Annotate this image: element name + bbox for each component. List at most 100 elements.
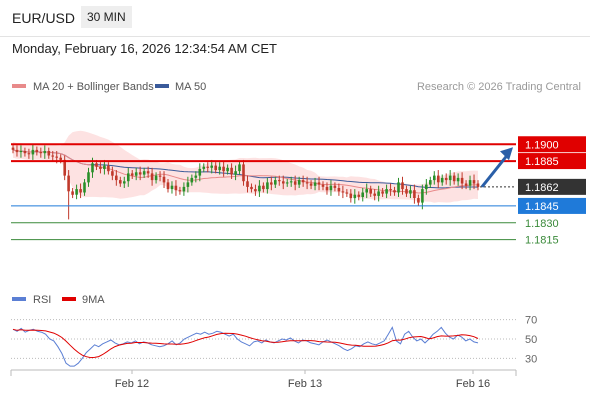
candle-body	[27, 153, 31, 155]
resistance-tag-label: 1.1885	[525, 156, 559, 168]
candle-body	[226, 167, 229, 172]
candle-body	[83, 182, 86, 193]
candle-body	[321, 184, 325, 187]
candle-body	[448, 175, 452, 181]
candle-body	[31, 149, 35, 155]
candle-body	[234, 171, 237, 175]
candle-body	[170, 185, 174, 190]
candle-body	[107, 165, 110, 172]
candle-body	[409, 190, 412, 194]
candle-body	[67, 175, 70, 192]
candle-body	[468, 180, 472, 186]
candle-body	[19, 151, 23, 153]
candle-body	[154, 175, 158, 181]
candle-body	[444, 177, 448, 181]
candle-body	[262, 185, 265, 190]
candle-body	[365, 189, 368, 193]
x-tick-label: Feb 13	[288, 378, 322, 390]
candle-body	[417, 198, 420, 203]
candle-body	[250, 186, 253, 190]
candle-body	[138, 172, 142, 175]
candle-body	[198, 168, 202, 176]
candle-body	[266, 182, 269, 190]
candle-body	[349, 193, 353, 199]
candle-body	[87, 172, 90, 183]
candle-body	[206, 166, 209, 168]
candle-body	[182, 186, 186, 192]
ma50-legend-swatch	[155, 84, 169, 88]
candle-body	[401, 182, 404, 190]
candle-body	[381, 191, 384, 194]
candle-body	[353, 194, 357, 199]
candle-body	[285, 182, 289, 184]
candle-body	[115, 175, 118, 181]
rsi-ma-line	[12, 328, 479, 359]
candle-body	[301, 180, 305, 183]
support-label: 1.1830	[525, 218, 559, 230]
last-price-tag	[518, 178, 586, 195]
x-axis: Feb 12 Feb 13 Feb 16	[115, 370, 490, 390]
candle-body	[23, 151, 27, 154]
candle-body	[202, 166, 206, 169]
candle-body	[134, 172, 138, 176]
candle-body	[421, 189, 424, 203]
candle-body	[79, 189, 82, 193]
candle-body	[230, 167, 233, 175]
candle-body	[71, 191, 74, 195]
candle-body	[59, 157, 62, 160]
candle-body	[377, 191, 380, 196]
candle-body	[51, 155, 54, 157]
candle-body	[369, 189, 372, 194]
rsi-layer: 70 50 30	[11, 315, 537, 367]
candle-body	[313, 182, 317, 186]
candle-body	[186, 182, 190, 187]
support-label: 1.1815	[525, 235, 559, 247]
resistance-tag	[518, 153, 586, 170]
candle-body	[119, 180, 122, 184]
candle-body	[425, 184, 428, 190]
candle-body	[282, 181, 285, 184]
candle-body	[123, 181, 126, 184]
candle-body	[429, 180, 432, 185]
candle-body	[476, 183, 480, 187]
rsi-ma-legend-label: 9MA	[82, 294, 105, 306]
forecast-arrow-shaft	[480, 153, 510, 188]
candle-body	[11, 147, 15, 150]
candle-body	[274, 180, 277, 185]
candle-body	[238, 164, 241, 172]
candle-body	[258, 185, 261, 192]
candle-body	[293, 181, 297, 185]
candle-body	[146, 171, 150, 174]
candle-body	[433, 175, 436, 181]
candle-body	[95, 163, 98, 167]
candle-body	[341, 191, 345, 193]
candle-body	[472, 180, 476, 184]
candle-body	[460, 177, 464, 184]
rsi-tick-label: 50	[525, 334, 537, 346]
candle-body	[361, 192, 364, 197]
candle-body	[357, 194, 361, 197]
candle-body	[99, 166, 102, 169]
ma20-legend-label: MA 20 + Bollinger Bands	[33, 81, 154, 93]
forecast-arrow-head	[500, 147, 513, 161]
candle-body	[55, 156, 58, 158]
candle-body	[15, 149, 19, 153]
candle-body	[305, 182, 309, 184]
candle-body	[222, 166, 225, 172]
rsi-ma-legend-swatch	[62, 297, 76, 301]
candle-body	[75, 189, 78, 195]
interval-badge[interactable]: 30 MIN	[81, 6, 132, 28]
rsi-line	[12, 326, 479, 367]
candle-body	[103, 165, 106, 169]
candle-body	[337, 188, 341, 192]
candle-body	[246, 181, 249, 187]
datetime-label: Monday, February 16, 2026 12:34:54 AM CE…	[12, 41, 277, 56]
candle-body	[47, 151, 51, 156]
candle-body	[142, 171, 146, 175]
candle-body	[317, 182, 321, 185]
candle-body	[150, 173, 154, 181]
candle-body	[174, 185, 178, 191]
candle-body	[254, 189, 257, 192]
candle-body	[43, 151, 47, 154]
